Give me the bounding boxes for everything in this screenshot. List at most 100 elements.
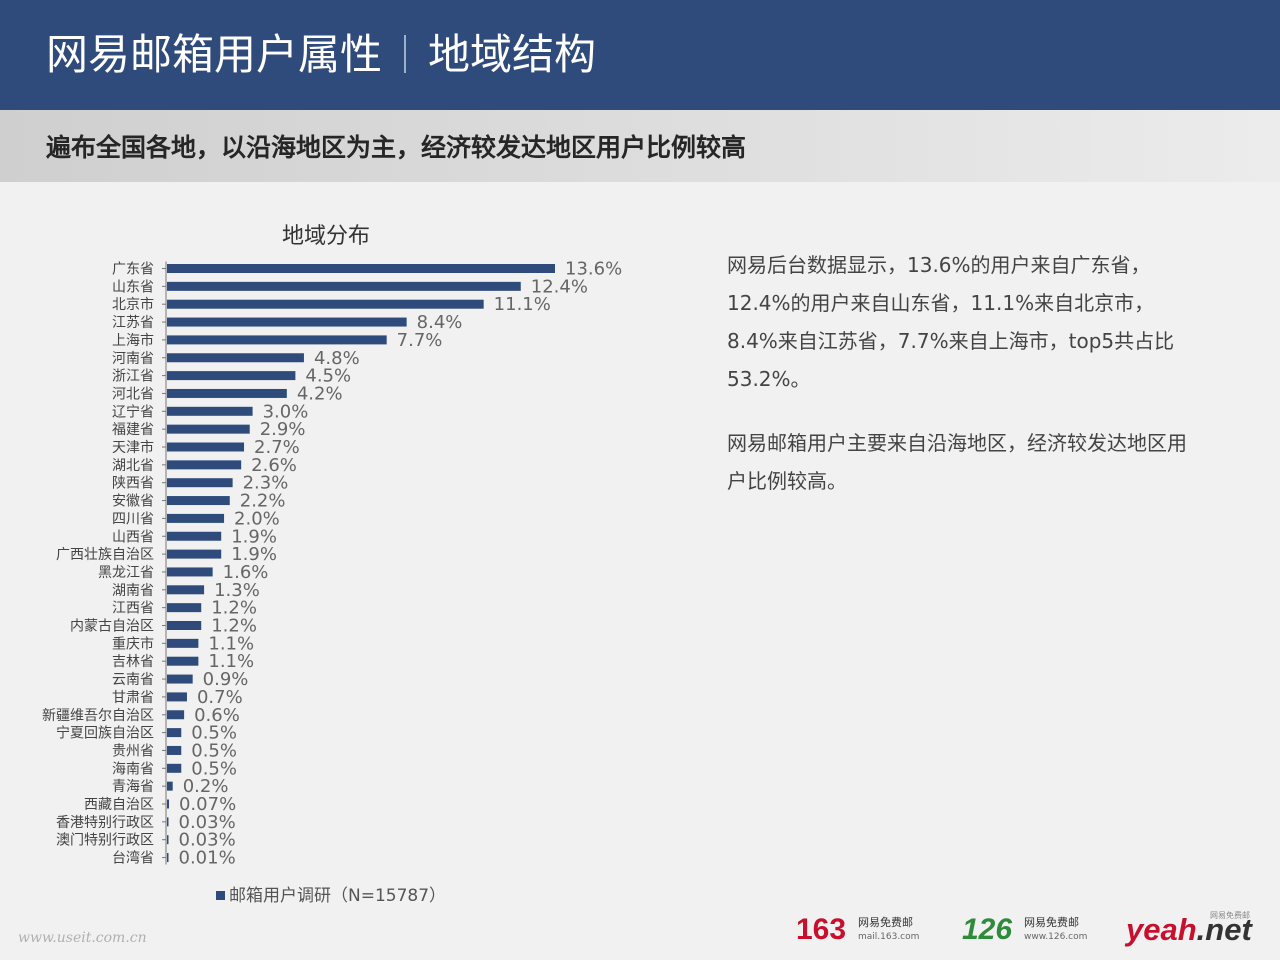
category-label: 湖南省 [112, 583, 154, 599]
bar [167, 567, 213, 577]
bar [167, 353, 304, 363]
logo-126-mark: 126 [962, 913, 1013, 946]
value-label: 0.5% [191, 740, 237, 761]
chart-legend: 邮箱用户调研（N=15787） [216, 881, 446, 906]
category-label: 内蒙古自治区 [70, 619, 154, 635]
value-label: 0.5% [191, 723, 237, 744]
value-label: 0.2% [183, 776, 229, 797]
category-label: 西藏自治区 [84, 797, 154, 813]
category-label: 青海省 [112, 779, 154, 795]
category-label: 浙江省 [112, 369, 154, 385]
bar [167, 299, 484, 309]
category-label: 山东省 [112, 279, 154, 295]
logo-126-caption: 网易免费邮 www.126.com [1024, 916, 1087, 944]
description-paragraph-1: 网易后台数据显示，13.6%的用户来自广东省，12.4%的用户来自山东省，11.… [727, 253, 1175, 391]
bar [167, 728, 182, 738]
value-label: 12.4% [531, 276, 588, 297]
bar [167, 442, 245, 452]
bar [167, 692, 187, 702]
bar [167, 853, 169, 863]
subtitle-text: 遍布全国各地，以沿海地区为主，经济较发达地区用户比例较高 [46, 133, 747, 162]
category-label: 澳门特别行政区 [56, 833, 154, 849]
value-label: 4.8% [314, 348, 360, 369]
logo-126[interactable]: 126 网易免费邮 www.126.com [962, 908, 1087, 952]
logo-yeah[interactable]: yeah.net 网易免费邮 [1126, 908, 1252, 952]
value-label: 2.9% [260, 419, 306, 440]
bar [167, 388, 287, 398]
value-label: 3.0% [263, 401, 309, 422]
logo-163[interactable]: 163 网易免费邮 mail.163.com [796, 908, 919, 952]
bar [167, 603, 202, 613]
value-label: 1.6% [223, 562, 269, 583]
value-label: 2.7% [254, 437, 300, 458]
bar [167, 531, 222, 541]
watermark: www.useit.com.cn [18, 930, 147, 946]
description-panel: 网易后台数据显示，13.6%的用户来自广东省，12.4%的用户来自山东省，11.… [727, 246, 1197, 526]
category-label: 台湾省 [112, 850, 154, 867]
bar [167, 638, 199, 648]
bar [167, 781, 173, 791]
region-bar-chart: 广东省 13.6% 山东省 12.4% 北京市 11.1% 江苏省 8.4% 上海市 7.7% 河南… [42, 259, 622, 869]
value-label: 0.6% [194, 705, 240, 726]
category-label: 云南省 [112, 672, 154, 688]
logo-163-name: 网易免费邮 [858, 916, 913, 929]
category-label: 河南省 [112, 351, 154, 367]
value-label: 1.2% [211, 598, 257, 619]
bar [167, 460, 242, 470]
bar [167, 264, 555, 273]
category-label: 上海市 [112, 332, 154, 349]
bar [167, 478, 233, 488]
value-label: 1.1% [208, 651, 254, 672]
title-section: 地域结构 [428, 30, 597, 79]
value-label: 4.2% [297, 383, 343, 404]
value-label: 1.9% [231, 544, 277, 565]
category-label: 新疆维吾尔自治区 [42, 708, 154, 724]
bar [167, 281, 521, 291]
value-label: 1.9% [231, 526, 277, 547]
bar [167, 424, 250, 434]
logo-yeah-mark: yeah.net [1126, 912, 1252, 947]
value-label: 1.2% [211, 616, 257, 637]
value-label: 0.01% [179, 848, 236, 869]
logo-yeah-mark-b: .net [1196, 912, 1252, 947]
value-label: 0.7% [197, 687, 243, 708]
bar [167, 513, 225, 523]
bar [167, 745, 182, 755]
value-label: 4.5% [305, 366, 351, 387]
value-label: 11.1% [494, 294, 551, 315]
bar [167, 621, 202, 630]
bar [167, 371, 296, 381]
category-label: 江西省 [112, 601, 154, 617]
bar [167, 335, 387, 345]
category-label: 重庆市 [112, 635, 154, 652]
category-label: 黑龙江省 [98, 565, 154, 581]
bar [167, 763, 182, 773]
logo-126-name: 网易免费邮 [1024, 916, 1079, 929]
category-label: 湖北省 [112, 458, 154, 474]
category-label: 江苏省 [112, 315, 154, 331]
description-paragraph-2: 网易邮箱用户主要来自沿海地区，经济较发达地区用户比例较高。 [727, 431, 1187, 493]
category-label: 山西省 [112, 529, 154, 545]
value-label: 2.2% [240, 491, 286, 512]
value-label: 0.5% [191, 758, 237, 779]
logo-yeah-mark-a: yeah [1126, 912, 1197, 947]
category-label: 海南省 [112, 761, 154, 777]
category-label: 宁夏回族自治区 [56, 725, 154, 742]
category-label: 辽宁省 [112, 403, 154, 420]
bar [167, 549, 222, 559]
value-label: 0.03% [179, 812, 236, 833]
category-label: 四川省 [112, 511, 154, 527]
header-bar: 网易邮箱用户属性 地域结构 [0, 0, 1280, 110]
category-label: 北京市 [112, 296, 154, 313]
value-label: 7.7% [397, 330, 443, 351]
bar [167, 710, 185, 720]
value-label: 13.6% [565, 259, 622, 280]
category-label: 安徽省 [112, 494, 154, 510]
logo-163-caption: 网易免费邮 mail.163.com [858, 916, 919, 944]
value-label: 1.1% [208, 633, 254, 654]
bar [167, 656, 199, 666]
value-label: 0.07% [179, 794, 236, 815]
category-label: 陕西省 [112, 476, 154, 492]
value-label: 2.6% [251, 455, 297, 476]
chart-title: 地域分布 [281, 224, 370, 249]
